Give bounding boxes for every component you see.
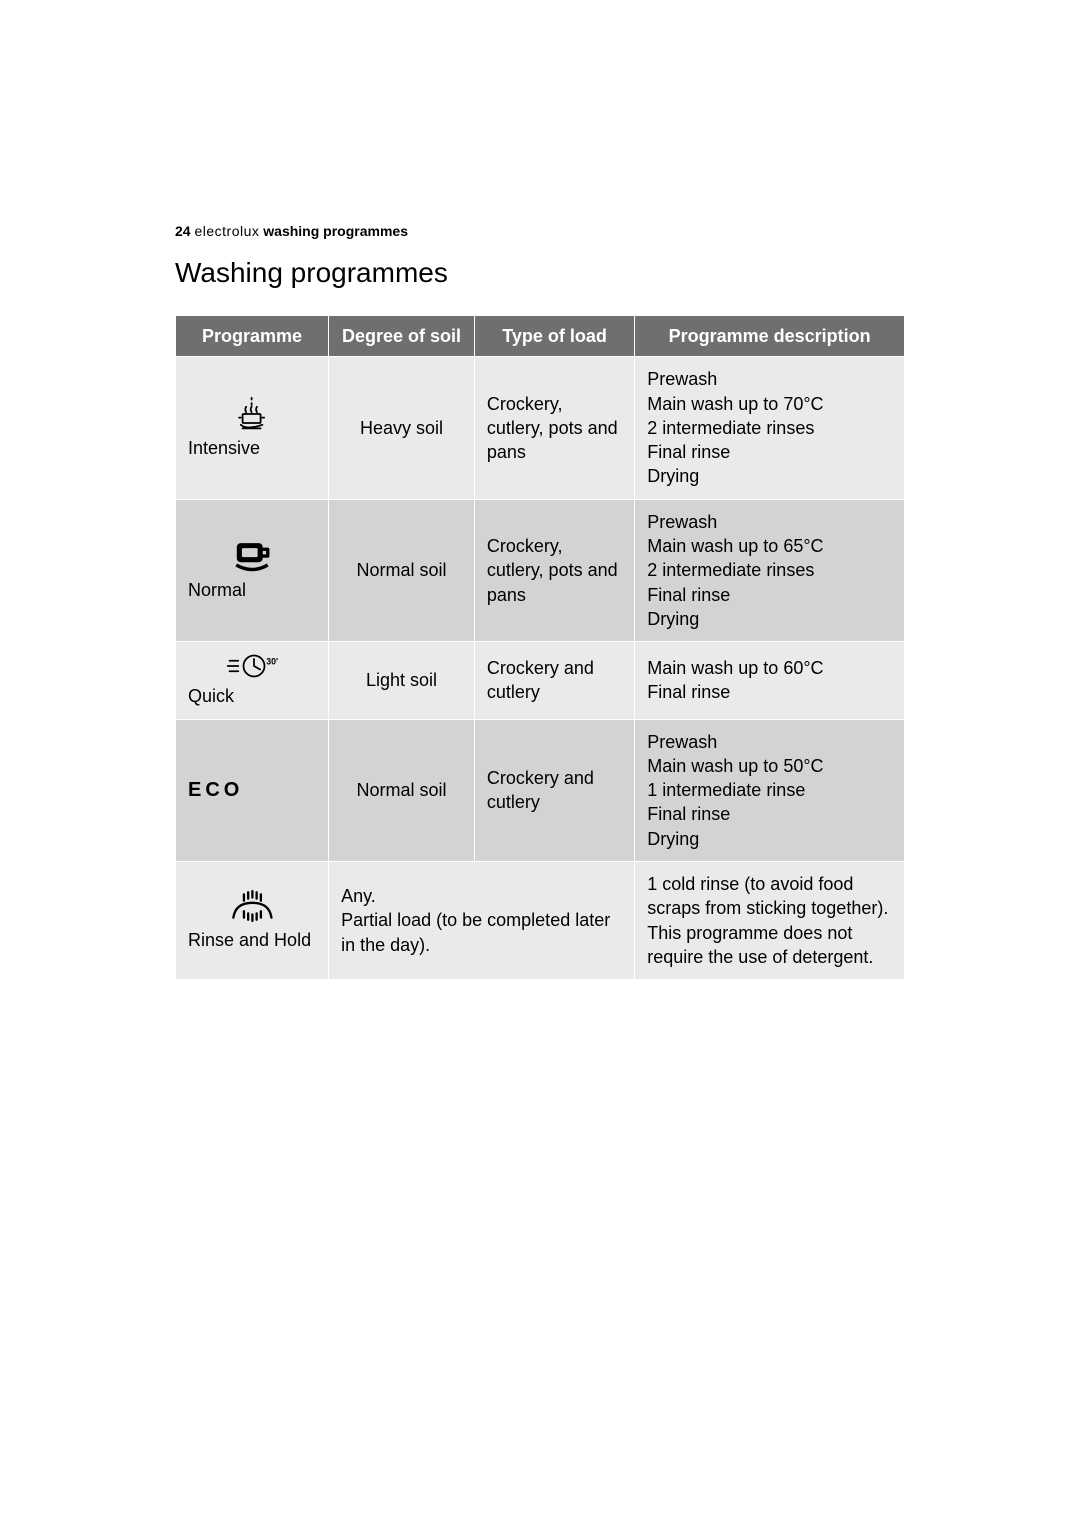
cell-programme: Normal bbox=[176, 499, 329, 641]
programme-label: Quick bbox=[188, 684, 316, 708]
cell-soil: Heavy soil bbox=[329, 357, 475, 499]
cell-soil: Normal soil bbox=[329, 719, 475, 861]
page-number: 24 bbox=[175, 223, 191, 239]
table-row: Normal Normal soil Crockery, cutlery, po… bbox=[176, 499, 905, 641]
th-soil: Degree of soil bbox=[329, 316, 475, 357]
cell-programme: Intensive bbox=[176, 357, 329, 499]
cell-description: Prewash Main wash up to 50°C 1 intermedi… bbox=[635, 719, 905, 861]
programme-label: Normal bbox=[188, 578, 316, 602]
cell-load: Crockery, cutlery, pots and pans bbox=[474, 499, 634, 641]
th-programme: Programme bbox=[176, 316, 329, 357]
quick-icon: 30' bbox=[226, 652, 279, 680]
table-row: ECO Normal soil Crockery and cutlery Pre… bbox=[176, 719, 905, 861]
section-name: washing programmes bbox=[263, 223, 408, 239]
table-header-row: Programme Degree of soil Type of load Pr… bbox=[176, 316, 905, 357]
cell-load: Crockery and cutlery bbox=[474, 642, 634, 719]
programmes-table: Programme Degree of soil Type of load Pr… bbox=[175, 315, 905, 980]
cell-description: 1 cold rinse (to avoid food scraps from … bbox=[635, 862, 905, 980]
cell-description: Prewash Main wash up to 70°C 2 intermedi… bbox=[635, 357, 905, 499]
th-load: Type of load bbox=[474, 316, 634, 357]
eco-label: ECO bbox=[188, 779, 243, 801]
cell-soil: Normal soil bbox=[329, 499, 475, 641]
svg-text:30': 30' bbox=[266, 657, 278, 667]
table-row: Intensive Heavy soil Crockery, cutlery, … bbox=[176, 357, 905, 499]
table-row: Rinse and Hold Any. Partial load (to be … bbox=[176, 862, 905, 980]
programme-label: Intensive bbox=[188, 436, 316, 460]
page-header: 24 electrolux washing programmes bbox=[175, 223, 905, 239]
cell-soil-load-combined: Any. Partial load (to be completed later… bbox=[329, 862, 635, 980]
page-title: Washing programmes bbox=[175, 257, 905, 289]
cell-description: Main wash up to 60°C Final rinse bbox=[635, 642, 905, 719]
intensive-icon bbox=[230, 396, 273, 432]
cell-soil: Light soil bbox=[329, 642, 475, 719]
brand: electrolux bbox=[194, 223, 259, 239]
cell-programme: 30' Quick bbox=[176, 642, 329, 719]
cell-description: Prewash Main wash up to 65°C 2 intermedi… bbox=[635, 499, 905, 641]
th-description: Programme description bbox=[635, 316, 905, 357]
programme-label: Rinse and Hold bbox=[188, 928, 316, 952]
rinse-icon bbox=[227, 888, 278, 924]
cell-programme: Rinse and Hold bbox=[176, 862, 329, 980]
cell-programme: ECO bbox=[176, 719, 329, 861]
cell-load: Crockery and cutlery bbox=[474, 719, 634, 861]
normal-icon bbox=[225, 538, 279, 574]
cell-load: Crockery, cutlery, pots and pans bbox=[474, 357, 634, 499]
table-row: 30' Quick Light soil Crockery and cutler… bbox=[176, 642, 905, 719]
